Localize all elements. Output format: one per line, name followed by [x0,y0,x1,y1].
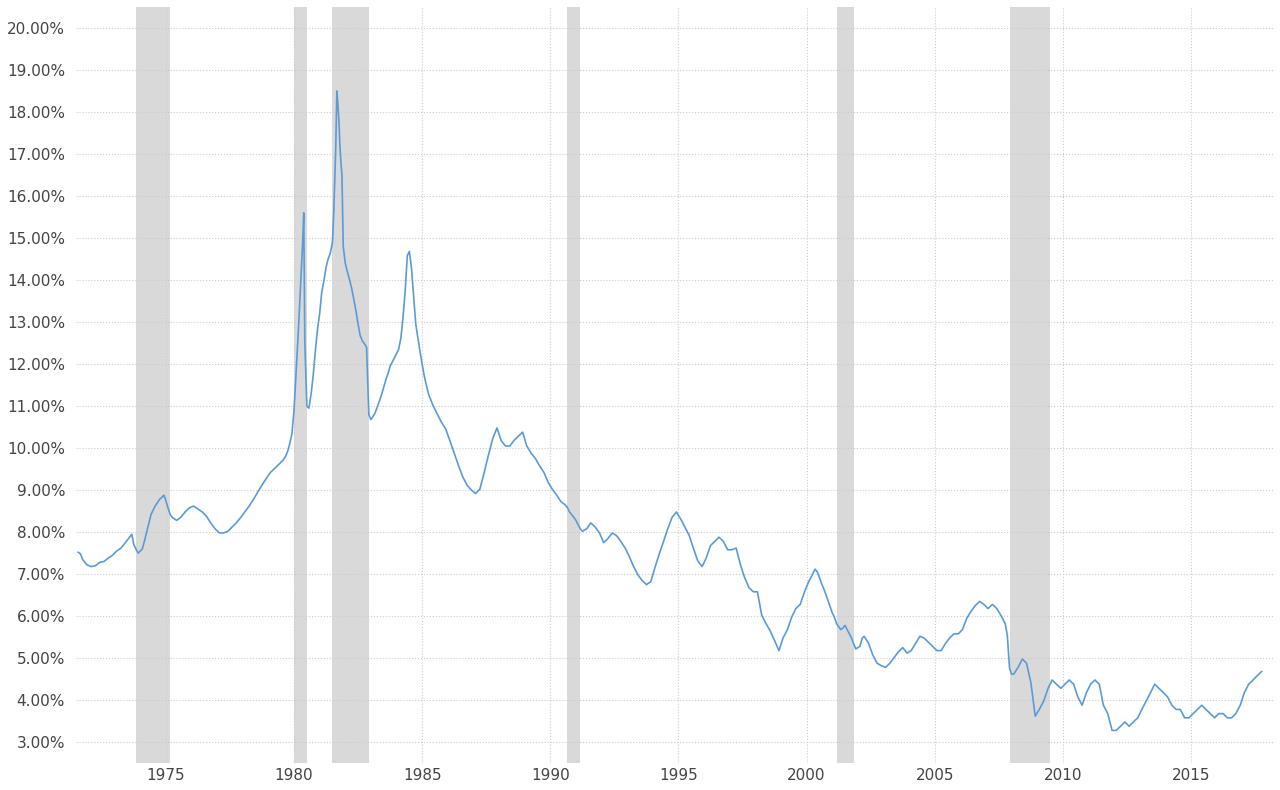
Bar [837,7,854,763]
Bar [567,7,580,763]
Bar [333,7,369,763]
Bar [1010,7,1050,763]
Bar [136,7,170,763]
Bar [294,7,307,763]
